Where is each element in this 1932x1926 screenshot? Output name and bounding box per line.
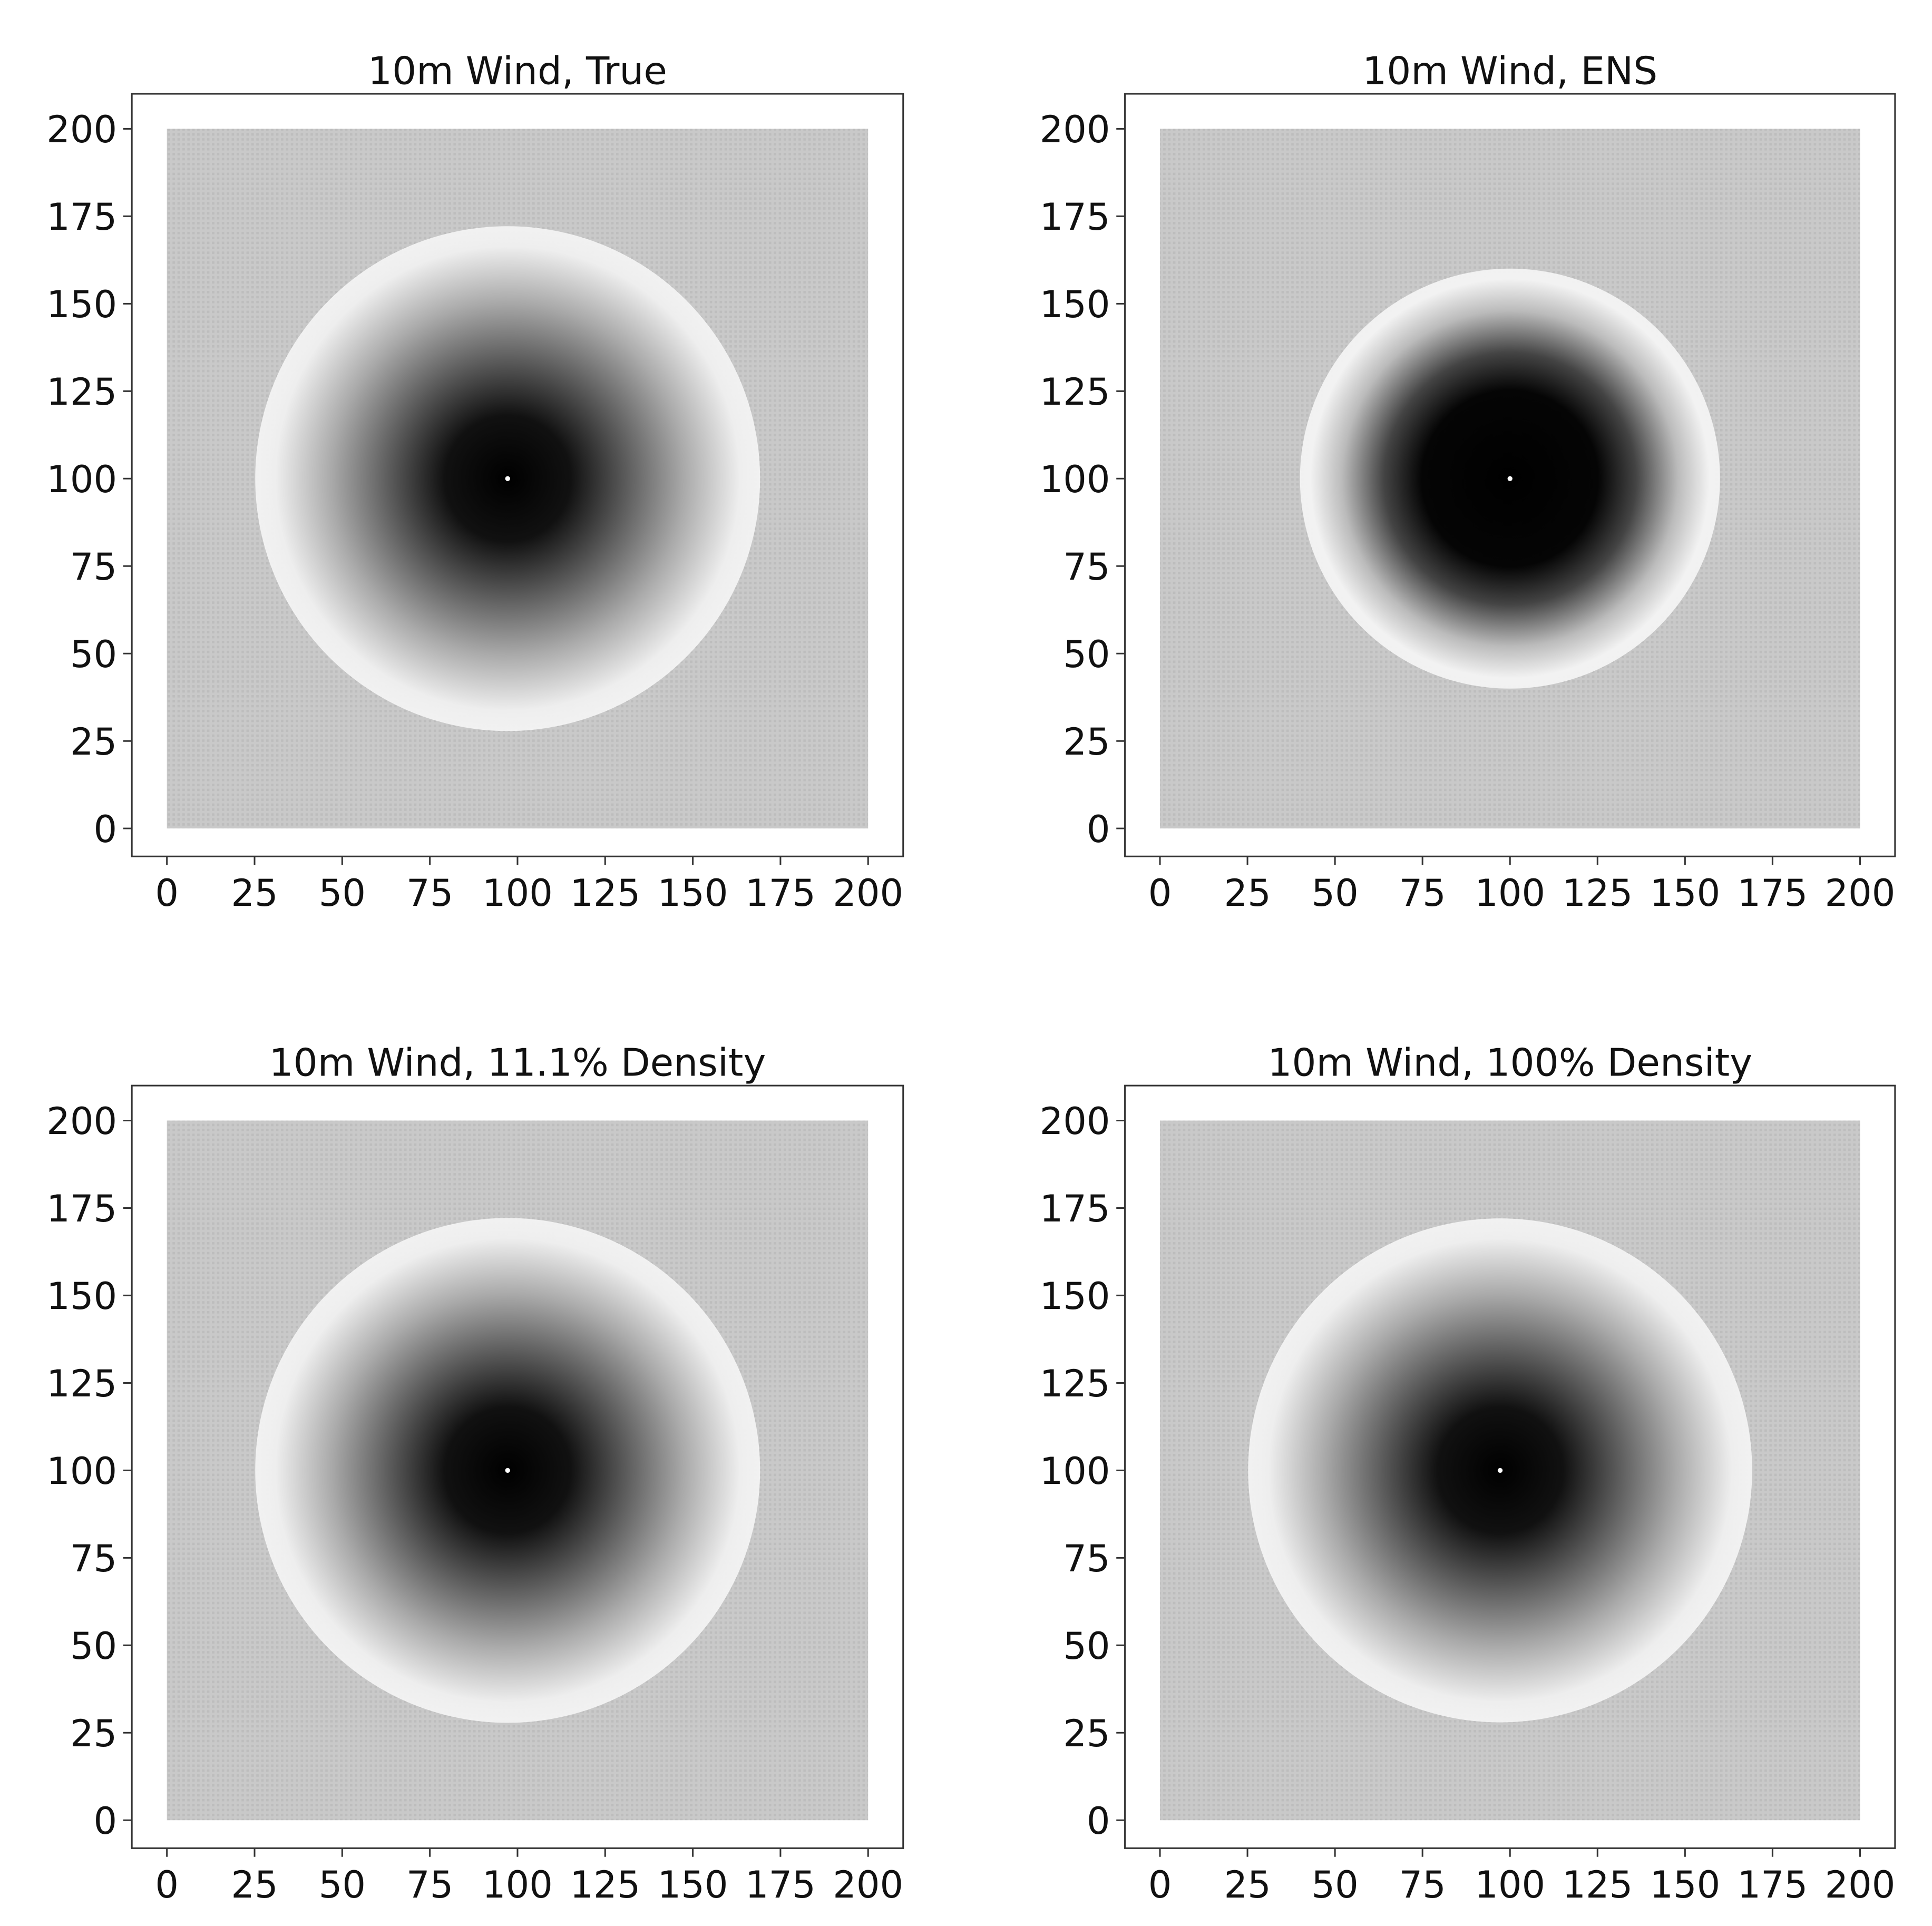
x-tick-label: 25 xyxy=(1224,872,1271,915)
y-tick-label: 175 xyxy=(1040,195,1110,239)
y-tick-label: 200 xyxy=(46,108,117,151)
x-tick-label: 100 xyxy=(482,1863,553,1907)
y-tick-label: 175 xyxy=(1040,1187,1110,1230)
x-tick-label: 50 xyxy=(319,872,366,915)
y-tick-label: 150 xyxy=(46,283,117,326)
y-tick-label: 25 xyxy=(1063,720,1110,764)
x-tick-label: 175 xyxy=(745,872,816,915)
x-tick-label: 75 xyxy=(406,1863,453,1907)
x-tick-label: 25 xyxy=(231,872,278,915)
x-tick-label: 100 xyxy=(1475,872,1545,915)
chart-title: 10m Wind, 100% Density xyxy=(1267,1041,1752,1085)
y-tick-label: 200 xyxy=(46,1100,117,1143)
y-tick-label: 75 xyxy=(70,545,117,589)
y-tick-label: 50 xyxy=(1063,633,1110,676)
y-tick-label: 200 xyxy=(1040,1100,1110,1143)
x-tick-label: 125 xyxy=(1562,1863,1633,1907)
y-tick-label: 125 xyxy=(46,370,117,414)
y-tick-label: 0 xyxy=(93,1800,117,1843)
x-tick-label: 150 xyxy=(1650,872,1720,915)
x-tick-label: 25 xyxy=(1224,1863,1271,1907)
x-tick-label: 150 xyxy=(658,1863,728,1907)
y-tick-label: 25 xyxy=(70,1712,117,1755)
heatmap-eye xyxy=(1507,476,1513,481)
subplot: 0 25 50 75 100 125 150 175 200 0 25 50 75 100 125 150 17… xyxy=(46,1041,904,1907)
y-tick-label: 125 xyxy=(1040,370,1110,414)
y-tick-label: 0 xyxy=(93,808,117,851)
y-tick-label: 175 xyxy=(46,1187,117,1230)
x-tick-label: 125 xyxy=(1562,872,1633,915)
y-tick-label: 125 xyxy=(46,1362,117,1405)
x-tick-label: 0 xyxy=(1148,872,1172,915)
y-tick-label: 50 xyxy=(70,1625,117,1668)
y-tick-label: 25 xyxy=(1063,1712,1110,1755)
y-tick-label: 100 xyxy=(46,1450,117,1493)
y-tick-label: 150 xyxy=(1040,1275,1110,1318)
x-tick-label: 75 xyxy=(1399,1863,1446,1907)
x-tick-label: 150 xyxy=(658,872,728,915)
chart-title: 10m Wind, 11.1% Density xyxy=(269,1041,766,1085)
x-tick-label: 50 xyxy=(1312,872,1359,915)
y-tick-label: 0 xyxy=(1087,808,1110,851)
y-tick-label: 50 xyxy=(70,633,117,676)
x-tick-label: 0 xyxy=(155,872,179,915)
chart-title: 10m Wind, True xyxy=(368,49,667,93)
heatmap-eye xyxy=(505,476,510,481)
chart-title: 10m Wind, ENS xyxy=(1362,49,1657,93)
y-tick-label: 125 xyxy=(1040,1362,1110,1405)
y-tick-label: 100 xyxy=(46,458,117,501)
x-tick-label: 200 xyxy=(833,1863,903,1907)
subplot: 0 25 50 75 100 125 150 175 200 0 25 50 75 100 125 150 17… xyxy=(1040,1041,1896,1907)
y-tick-label: 0 xyxy=(1087,1800,1110,1843)
x-tick-label: 150 xyxy=(1650,1863,1720,1907)
y-tick-label: 100 xyxy=(1040,458,1110,501)
x-tick-label: 50 xyxy=(319,1863,366,1907)
x-tick-label: 100 xyxy=(482,872,553,915)
y-tick-label: 50 xyxy=(1063,1625,1110,1668)
x-tick-label: 0 xyxy=(155,1863,179,1907)
y-tick-label: 150 xyxy=(46,1275,117,1318)
subplot: 0 25 50 75 100 125 150 175 200 0 25 50 75 100 125 150 17… xyxy=(1040,49,1896,915)
heatmap-eye xyxy=(505,1468,510,1473)
y-tick-label: 200 xyxy=(1040,108,1110,151)
x-tick-label: 200 xyxy=(1825,1863,1896,1907)
x-tick-label: 0 xyxy=(1148,1863,1172,1907)
y-tick-label: 75 xyxy=(70,1537,117,1580)
x-tick-label: 100 xyxy=(1475,1863,1545,1907)
x-tick-label: 200 xyxy=(833,872,903,915)
x-tick-label: 50 xyxy=(1312,1863,1359,1907)
y-tick-label: 100 xyxy=(1040,1450,1110,1493)
x-tick-label: 175 xyxy=(1737,1863,1808,1907)
x-tick-label: 200 xyxy=(1825,872,1896,915)
x-tick-label: 175 xyxy=(745,1863,816,1907)
x-tick-label: 175 xyxy=(1737,872,1808,915)
x-tick-label: 125 xyxy=(570,872,640,915)
x-tick-label: 125 xyxy=(570,1863,640,1907)
y-tick-label: 25 xyxy=(70,720,117,764)
heatmap-eye xyxy=(1497,1468,1503,1473)
x-tick-label: 75 xyxy=(406,872,453,915)
x-tick-label: 25 xyxy=(231,1863,278,1907)
y-tick-label: 75 xyxy=(1063,545,1110,589)
y-tick-label: 150 xyxy=(1040,283,1110,326)
y-tick-label: 175 xyxy=(46,195,117,239)
y-tick-label: 75 xyxy=(1063,1537,1110,1580)
subplot: 0 25 50 75 100 125 150 175 200 0 25 50 75 100 125 150 17… xyxy=(46,49,904,915)
x-tick-label: 75 xyxy=(1399,872,1446,915)
